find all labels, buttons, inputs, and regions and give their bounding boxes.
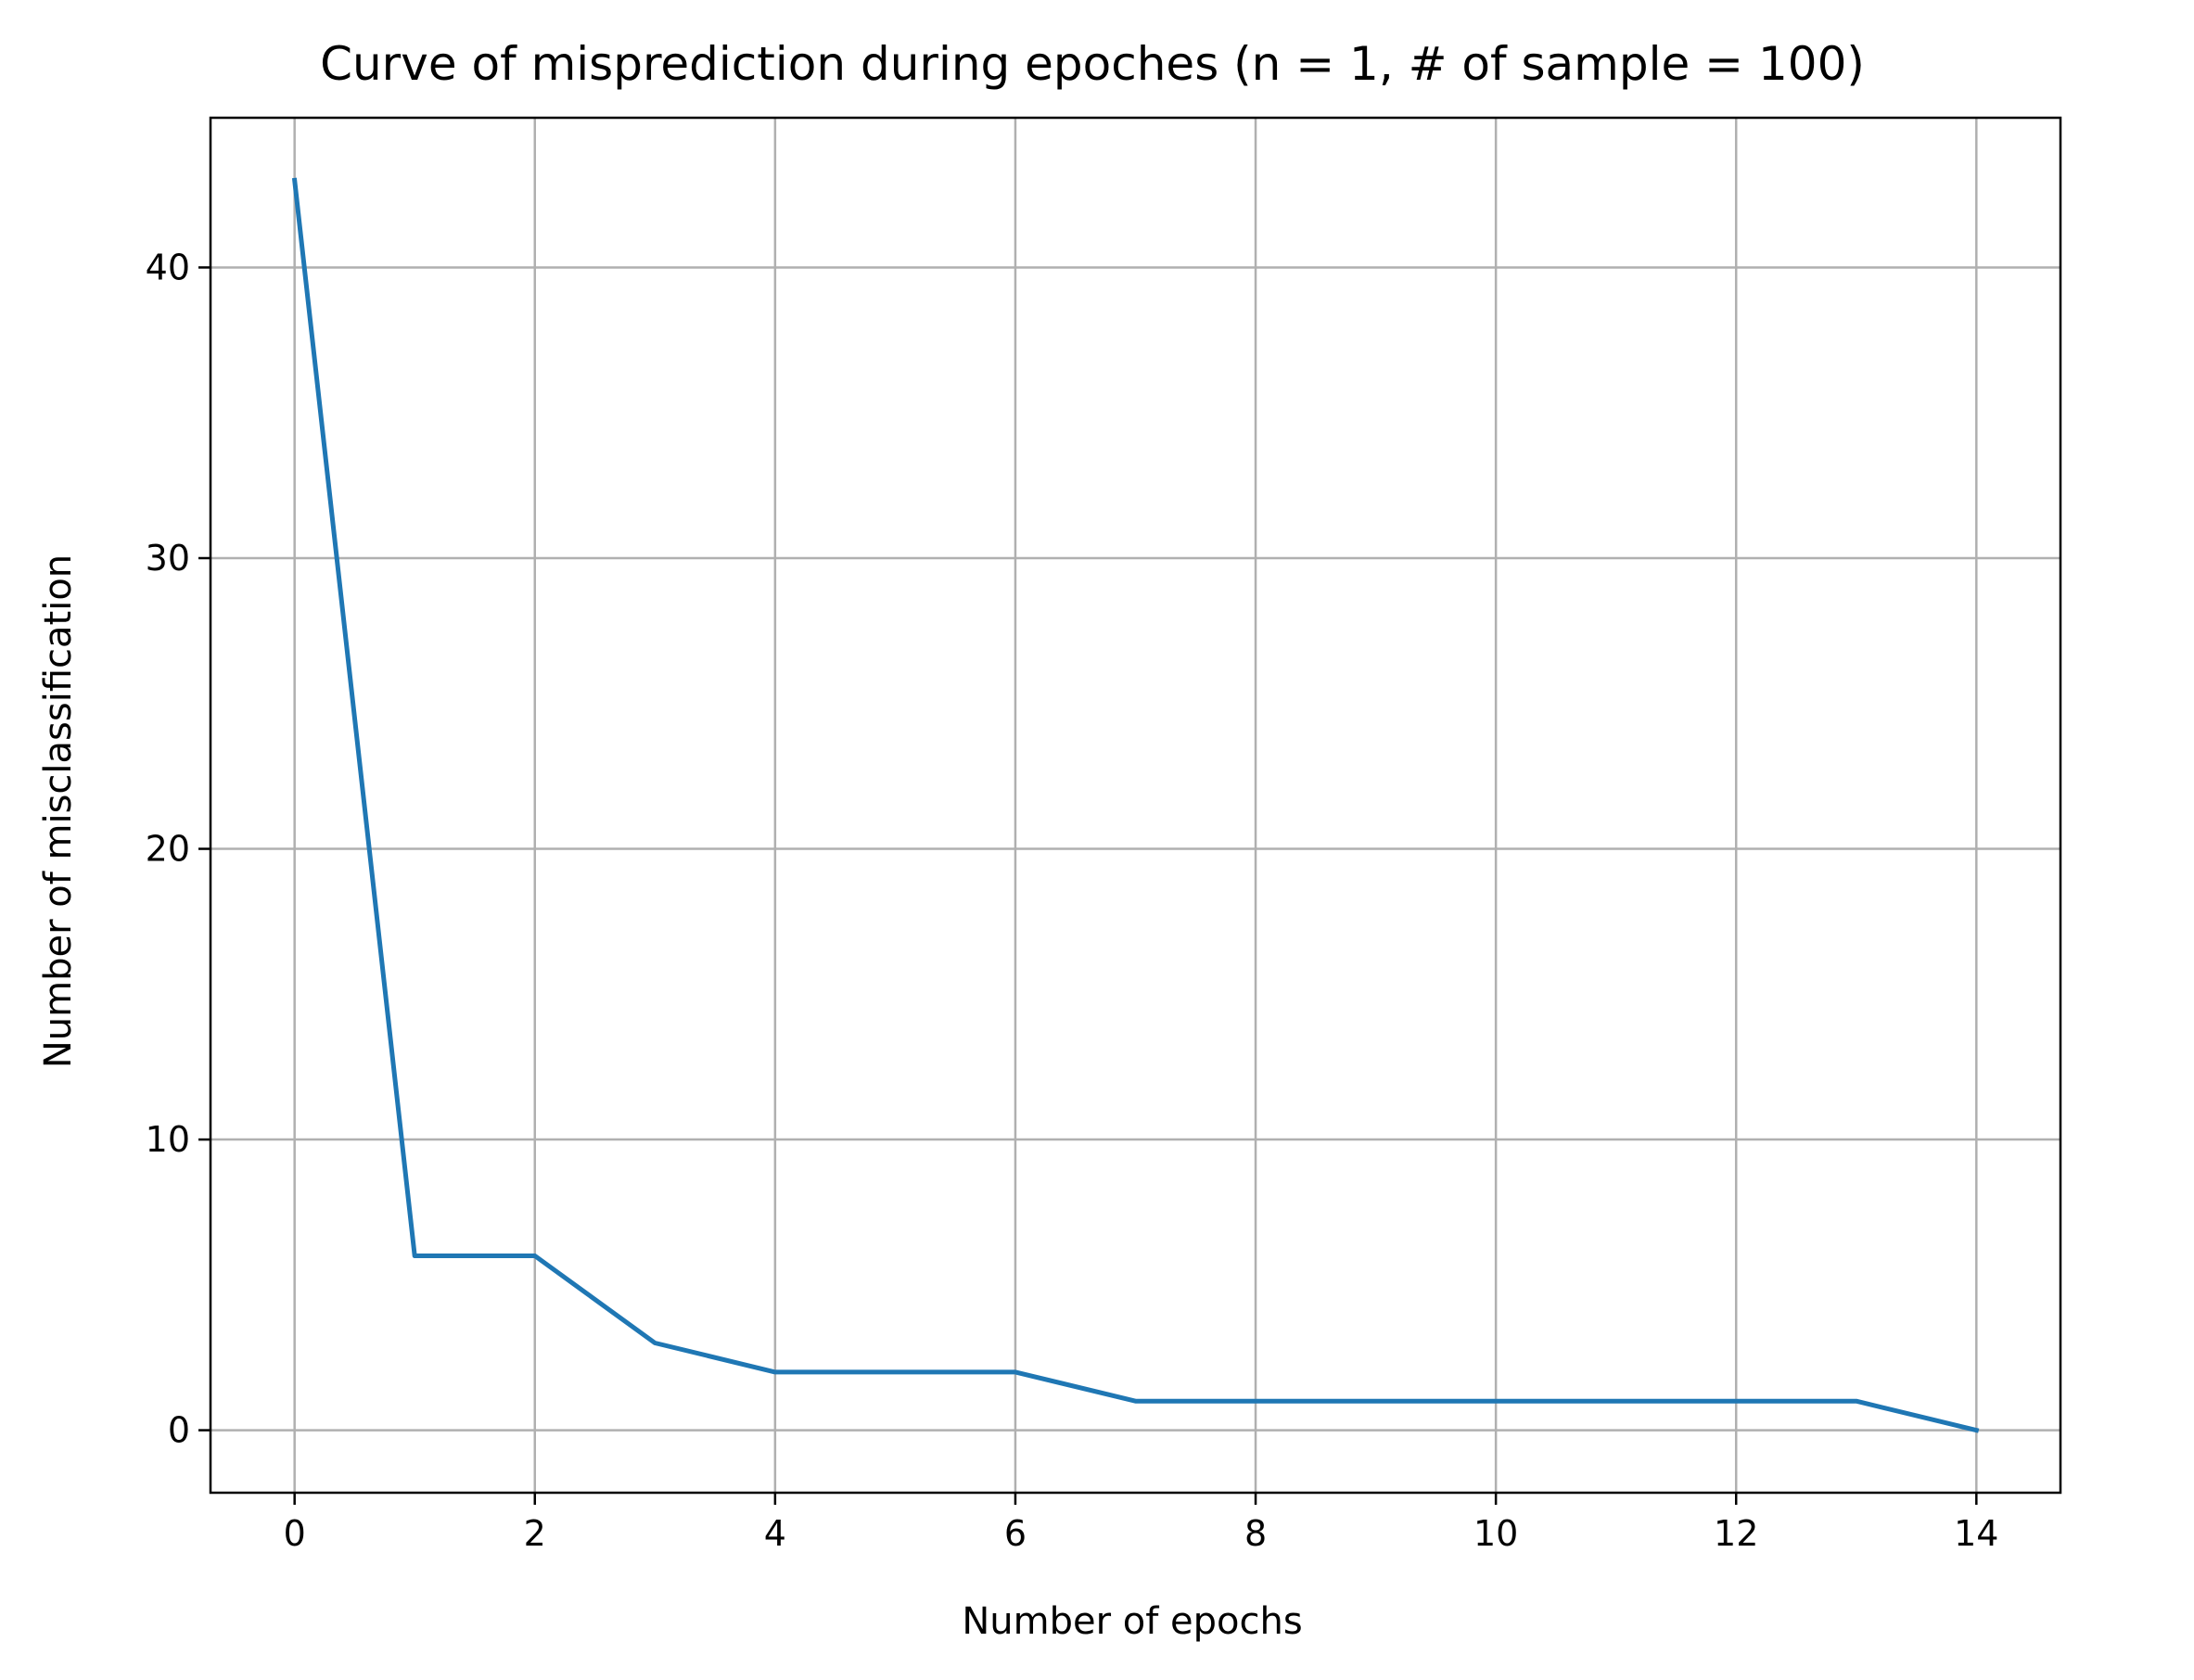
data-point: [652, 1341, 657, 1346]
x-tick-label: 6: [1004, 1513, 1027, 1554]
chart-title: Curve of misprediction during epoches (n…: [320, 37, 1865, 91]
y-axis-label: Number of misclassification: [37, 554, 80, 1068]
y-tick-label: 10: [146, 1119, 190, 1160]
x-tick-label: 2: [524, 1513, 546, 1554]
y-tick-label: 0: [168, 1410, 190, 1451]
series-line-0: [291, 177, 1980, 1433]
data-point: [1973, 1428, 1979, 1433]
x-tick-label: 10: [1473, 1513, 1518, 1554]
data-point: [412, 1253, 417, 1258]
data-point: [1373, 1398, 1379, 1404]
data-point: [292, 177, 298, 183]
series-layer: [291, 177, 1980, 1433]
y-tick-label: 40: [146, 247, 190, 287]
data-point: [1854, 1398, 1859, 1404]
x-tick-label: 4: [764, 1513, 786, 1554]
axis-ticks: 0 2 4 6 8 10 12 14 0 10 20 30 40: [146, 247, 1999, 1554]
x-tick-label: 14: [1954, 1513, 1998, 1554]
data-point: [1614, 1398, 1619, 1404]
y-tick-label: 20: [146, 829, 190, 870]
x-tick-label: 12: [1714, 1513, 1758, 1554]
y-tick-label: 30: [146, 538, 190, 579]
plot-frame: [209, 116, 2062, 1495]
data-point: [892, 1369, 898, 1375]
data-point: [772, 1369, 778, 1375]
data-point: [1733, 1398, 1739, 1404]
data-point: [1133, 1398, 1139, 1404]
data-point: [532, 1253, 538, 1258]
data-point: [1253, 1398, 1258, 1404]
data-point: [1493, 1398, 1499, 1404]
grid-lines: [210, 118, 2060, 1493]
data-point: [1013, 1369, 1018, 1375]
x-tick-label: 0: [284, 1513, 306, 1554]
x-tick-label: 8: [1244, 1513, 1267, 1554]
x-axis-label: Number of epochs: [962, 1600, 1302, 1643]
